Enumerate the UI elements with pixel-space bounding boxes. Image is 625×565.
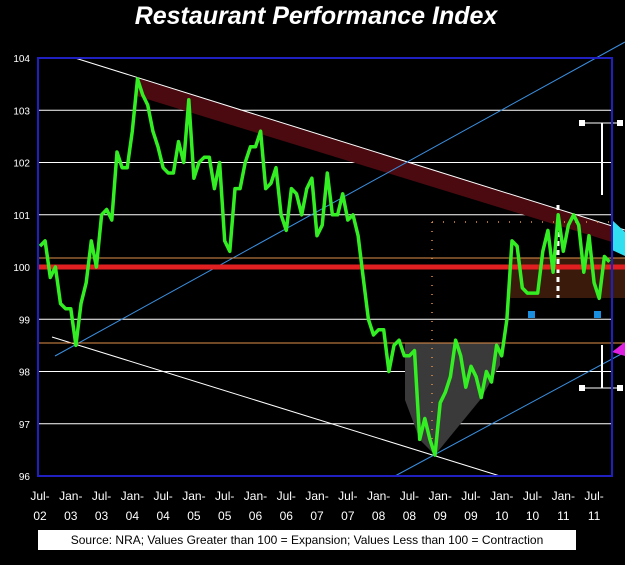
chart-title: Restaurant Performance Index [135,2,499,30]
bracket [617,120,623,126]
x-tick-label: Jul-02 [30,489,49,523]
bracket [579,385,585,391]
bracket [617,385,623,391]
x-tick-label: Jul-05 [215,489,234,523]
x-tick-label: Jul-11 [584,489,603,523]
x-tick-label: Jan-03 [59,489,82,523]
marker [528,311,535,318]
bracket [579,120,585,126]
x-tick-label: Jul-08 [400,489,419,523]
triangle [612,342,625,356]
marker [594,311,601,318]
triangle [612,220,625,256]
y-tick-label: 96 [19,472,31,483]
x-tick-label: Jan-05 [182,489,205,523]
note-box [38,530,576,550]
x-tick-label: Jul-04 [153,489,172,523]
x-tick-label: Jul-06 [277,489,296,523]
channel-band [137,78,625,246]
x-tick-label: Jul-03 [92,489,111,523]
trend-line [51,336,501,477]
x-tick-label: Jul-10 [523,489,542,523]
x-tick-label: Jan-06 [244,489,267,523]
annotations [38,41,625,477]
x-tick-label: Jan-09 [429,489,452,523]
plot-border [37,57,613,477]
y-tick-label: 99 [19,315,31,326]
x-tick-label: Jul-07 [338,489,357,523]
y-tick-label: 100 [13,263,30,274]
x-tick-label: Jan-04 [121,489,144,523]
x-tick-label: Jan-11 [552,489,575,523]
x-tick-label: Jan-08 [367,489,390,523]
y-tick-label: 103 [13,106,30,117]
trend-line [74,57,625,231]
source-note: Source: NRA; Values Greater than 100 = E… [71,533,544,547]
x-tick-label: Jan-07 [305,489,328,523]
x-tick-label: Jul-09 [461,489,480,523]
x-tick-label: Jan-10 [490,489,513,523]
data-line [38,77,611,457]
y-tick-label: 102 [13,159,30,170]
data-layer [38,77,625,457]
y-tick-label: 104 [13,54,30,65]
trough-shade [405,343,500,455]
y-tick-label: 98 [19,368,31,379]
y-tick-label: 97 [19,420,31,431]
y-tick-label: 101 [13,211,30,222]
